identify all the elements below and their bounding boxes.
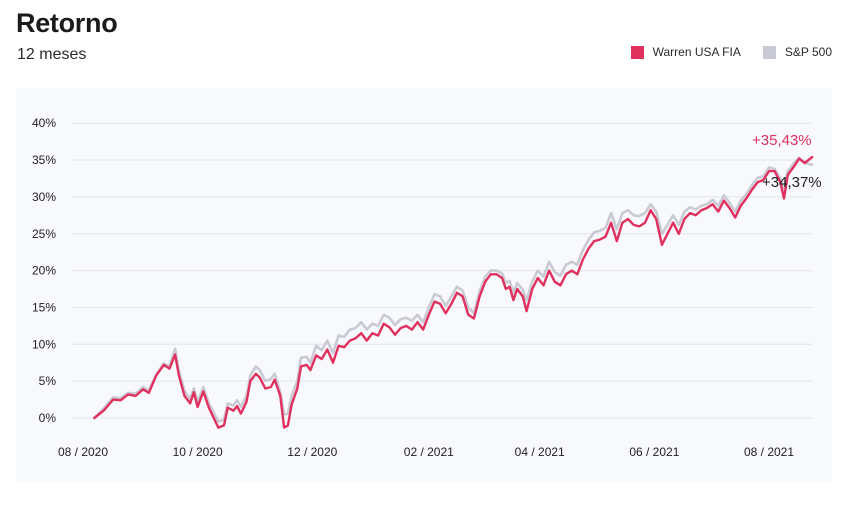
y-tick-label-10: 10% (32, 337, 56, 351)
y-tick-label-25: 25% (32, 227, 56, 241)
x-tick-label-0: 08 / 2020 (58, 445, 108, 459)
x-tick-label-3: 02 / 2021 (404, 445, 454, 459)
chart-legend: Warren USA FIA S&P 500 (630, 45, 832, 59)
y-tick-label-40: 40% (32, 116, 56, 130)
series-line-warren (93, 155, 814, 429)
x-tick-label-2: 12 / 2020 (287, 445, 337, 459)
y-tick-label-15: 15% (32, 300, 56, 314)
y-tick-label-5: 5% (39, 374, 57, 388)
legend-swatch-warren (630, 45, 644, 59)
legend-item-warren[interactable]: Warren USA FIA (630, 45, 741, 59)
chart-title: Retorno (16, 8, 118, 38)
y-tick-label-30: 30% (32, 190, 56, 204)
x-tick-label-5: 06 / 2021 (629, 445, 679, 459)
end-label-warren: +35,43% (752, 132, 812, 149)
x-tick-label-1: 10 / 2020 (173, 445, 223, 459)
legend-label-warren: Warren USA FIA (652, 45, 741, 59)
end-label-sp500: +34,37% (762, 174, 822, 191)
x-tick-label-6: 08 / 2021 (744, 445, 794, 459)
chart-panel: 0% 5% 10% 15% 20% 25% 30% 35% 40% 08 / 2020 10 / 2… (16, 88, 832, 482)
chart-subtitle: 12 meses (17, 46, 87, 63)
x-tick-label-4: 04 / 2021 (515, 445, 565, 459)
y-tick-label-0: 0% (39, 411, 57, 425)
y-tick-label-35: 35% (32, 153, 56, 167)
legend-label-sp500: S&P 500 (784, 45, 832, 59)
line-chart: 0% 5% 10% 15% 20% 25% 30% 35% 40% 08 / 2020 10 / 2… (32, 116, 822, 459)
legend-swatch-sp500 (762, 45, 776, 59)
series-line-sp500 (93, 156, 814, 423)
legend-item-sp500[interactable]: S&P 500 (762, 45, 832, 59)
y-tick-label-20: 20% (32, 264, 56, 278)
